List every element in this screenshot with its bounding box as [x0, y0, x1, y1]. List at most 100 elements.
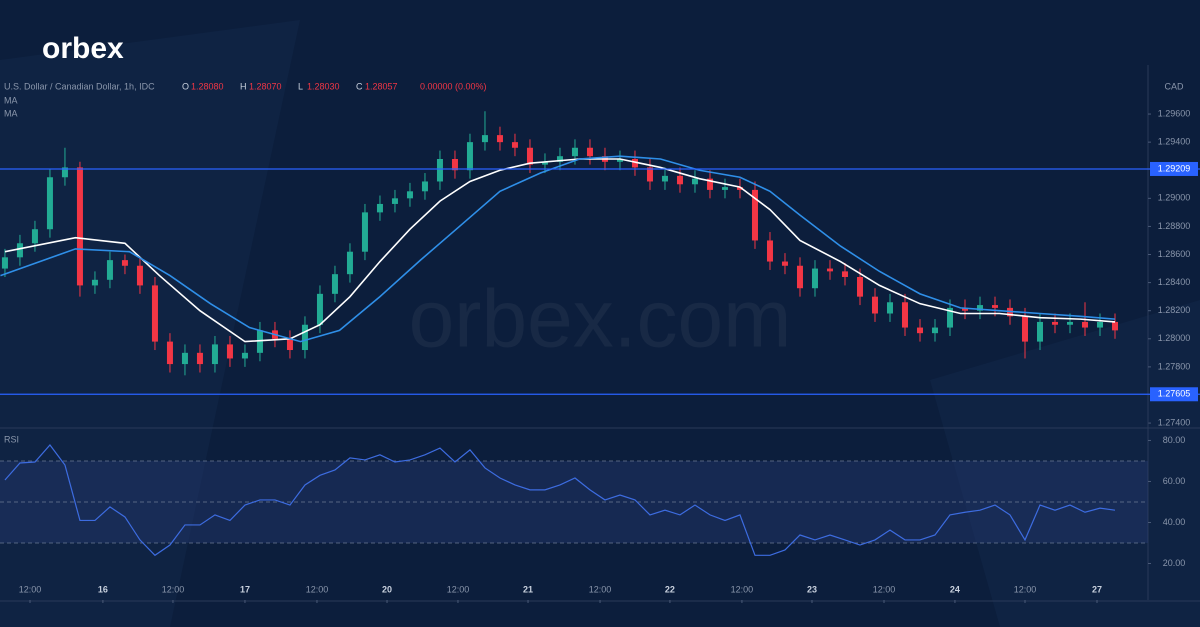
- candle-body: [706, 178, 713, 190]
- candle-body: [751, 189, 758, 241]
- y-tick-label: 60.00: [1163, 476, 1186, 486]
- candle-body: [316, 293, 323, 325]
- y-tick-label: 20.00: [1163, 558, 1186, 568]
- candle-body: [106, 260, 113, 280]
- candle-body: [391, 198, 398, 204]
- unit-label: CAD: [1164, 81, 1184, 91]
- candle-body: [361, 212, 368, 252]
- candle-body: [571, 147, 578, 157]
- candle-body: [616, 158, 623, 162]
- candle-body: [856, 276, 863, 297]
- y-tick-label: 1.28400: [1158, 277, 1191, 287]
- decor-shape: [0, 20, 300, 627]
- candle-body: [91, 279, 98, 286]
- change: 0.00000 (0.00%): [420, 81, 487, 91]
- x-tick-label: 12:00: [589, 584, 612, 594]
- x-tick-label: 12:00: [873, 584, 896, 594]
- candle-body: [1111, 321, 1118, 331]
- candle-body: [451, 158, 458, 171]
- ohlc-key: H: [240, 81, 247, 91]
- x-tick-label: 20: [382, 584, 392, 594]
- y-tick-label: 1.29600: [1158, 108, 1191, 118]
- candle-body: [976, 305, 983, 311]
- legend-entry: MA: [4, 108, 18, 118]
- candle-body: [871, 296, 878, 314]
- x-tick-label: 12:00: [162, 584, 185, 594]
- y-tick-label: 1.29400: [1158, 137, 1191, 147]
- candle-body: [16, 243, 23, 258]
- candle-body: [661, 175, 668, 182]
- level-label-box: [1150, 387, 1198, 402]
- candle-body: [841, 271, 848, 277]
- candle-body: [766, 240, 773, 262]
- candle-body: [436, 158, 443, 182]
- candle-body: [466, 142, 473, 171]
- x-tick-label: 27: [1092, 584, 1102, 594]
- x-tick-label: 22: [665, 584, 675, 594]
- x-tick-label: 17: [240, 584, 250, 594]
- candle-body: [961, 307, 968, 311]
- candle-body: [181, 352, 188, 365]
- candle-body: [526, 147, 533, 165]
- ohlc-key: O: [182, 81, 189, 91]
- candle-body: [1051, 321, 1058, 325]
- candle-body: [31, 229, 38, 244]
- level-label-box: [1150, 161, 1198, 176]
- ohlc-value: 1.28030: [307, 81, 340, 91]
- candle-body: [541, 161, 548, 165]
- candle-body: [676, 175, 683, 185]
- candle-body: [826, 268, 833, 272]
- candle-body: [226, 344, 233, 359]
- x-tick-label: 16: [98, 584, 108, 594]
- candle-body: [586, 147, 593, 157]
- candle-body: [136, 265, 143, 286]
- y-tick-label: 1.27400: [1158, 417, 1191, 427]
- x-tick-label: 12:00: [731, 584, 754, 594]
- candle-body: [1096, 321, 1103, 328]
- candle-body: [1036, 321, 1043, 342]
- candle-body: [886, 302, 893, 314]
- candle-body: [646, 167, 653, 182]
- candle-body: [346, 251, 353, 275]
- ohlc-value: 1.28080: [191, 81, 224, 91]
- candle-body: [991, 305, 998, 308]
- candle-body: [1066, 321, 1073, 325]
- y-tick-label: 1.28600: [1158, 249, 1191, 259]
- candle-body: [1, 257, 8, 269]
- x-tick-label: 21: [523, 584, 533, 594]
- ma-line: [4, 158, 1116, 343]
- level-label: 1.29209: [1158, 163, 1191, 173]
- rsi-line: [4, 444, 1116, 557]
- decor-shape: [930, 300, 1200, 627]
- candle-body: [901, 302, 908, 328]
- candle-body: [931, 327, 938, 334]
- candle-body: [691, 178, 698, 185]
- panels: 1.29600 1.29400 1.29000 1.28800 1.28600 1.284…: [0, 65, 1200, 603]
- x-tick-label: 12:00: [1014, 584, 1037, 594]
- x-tick-label: 12:00: [447, 584, 470, 594]
- candle-body: [496, 135, 503, 143]
- symbol-title: U.S. Dollar / Canadian Dollar, 1h, IDC: [4, 81, 155, 91]
- brand-logo: orbex: [42, 32, 124, 65]
- candle-body: [406, 191, 413, 199]
- candle-body: [151, 285, 158, 342]
- candle-body: [166, 341, 173, 365]
- y-tick-label: 40.00: [1163, 517, 1186, 527]
- y-tick-label: 1.29000: [1158, 193, 1191, 203]
- ma-line: [0, 155, 1116, 343]
- y-tick-label: 1.28800: [1158, 221, 1191, 231]
- ohlc-value: 1.28057: [365, 81, 398, 91]
- panel: 1.29600 1.29400 1.29000 1.28800 1.28600 1.284…: [0, 65, 1200, 429]
- candle-body: [946, 307, 953, 328]
- candle-body: [76, 167, 83, 286]
- candle-body: [736, 187, 743, 190]
- candle-body: [796, 265, 803, 289]
- candle-body: [376, 203, 383, 213]
- candle-body: [256, 330, 263, 353]
- candle-body: [916, 327, 923, 334]
- ohlc-value: 1.28070: [249, 81, 282, 91]
- candle-body: [61, 167, 68, 178]
- ohlc-key: C: [356, 81, 363, 91]
- ohlc-legend: O 1.28080 H 1.28070 L 1.28030 C 1.28057: [182, 81, 398, 91]
- candle-body: [1021, 316, 1028, 342]
